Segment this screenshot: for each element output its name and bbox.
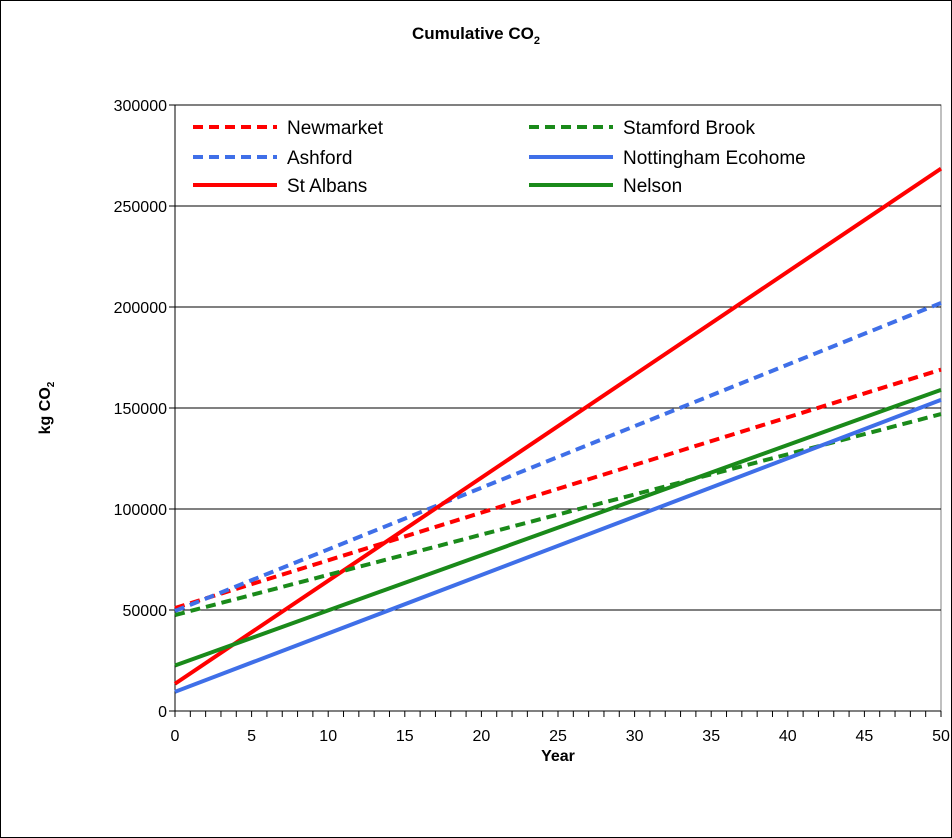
chart-title-text: Cumulative CO [412,24,534,43]
y-tick-label: 300000 [114,98,167,115]
y-tick-label: 0 [158,704,167,721]
series-line [174,301,942,613]
x-axis: 0 5 10 15 20 25 30 35 40 45 50 [171,710,950,745]
x-tick-label: 40 [779,728,797,745]
legend: Newmarket Ashford St Albans Stamford Brook N… [193,118,806,197]
x-tick-label: 50 [932,728,950,745]
legend-label: Nottingham Ecohome [623,148,806,169]
y-tick-label: 50000 [123,603,168,620]
chart-title-subscript: 2 [534,35,540,47]
x-tick-label: 10 [319,728,337,745]
y-tick-label: 200000 [114,300,167,317]
series-line [174,387,942,668]
y-axis: 0 50000 100000 150000 200000 250000 300000 [114,98,176,721]
x-tick-label: 15 [396,728,414,745]
x-tick-label: 5 [247,728,256,745]
x-tick-label: 20 [473,728,491,745]
x-axis-label: Year [541,748,575,765]
plot-area: 0 50000 100000 150000 200000 250000 300000 0 5 1… [114,98,950,745]
y-axis-label: kg CO2 [37,381,57,434]
y-axis-label-subscript: 2 [46,381,57,387]
legend-label: Stamford Brook [623,118,755,139]
series-line [174,398,942,694]
y-tick-label: 100000 [114,502,167,519]
y-tick-label: 250000 [114,199,167,216]
gridlines [175,104,941,611]
x-tick-label: 35 [702,728,720,745]
legend-label: Ashford [287,148,352,169]
series-line [174,367,942,610]
x-tick-label: 30 [626,728,644,745]
legend-label: Newmarket [287,118,384,139]
series-lines [173,166,943,694]
x-tick-label: 25 [549,728,567,745]
chart-title: Cumulative CO2 [412,24,540,47]
series-line [173,166,943,686]
x-tick-label: 45 [856,728,874,745]
y-axis-label-text: kg CO [37,387,54,434]
legend-label: St Albans [287,176,367,197]
y-tick-label: 150000 [114,401,167,418]
x-tick-label: 0 [171,728,180,745]
legend-label: Nelson [623,176,682,197]
